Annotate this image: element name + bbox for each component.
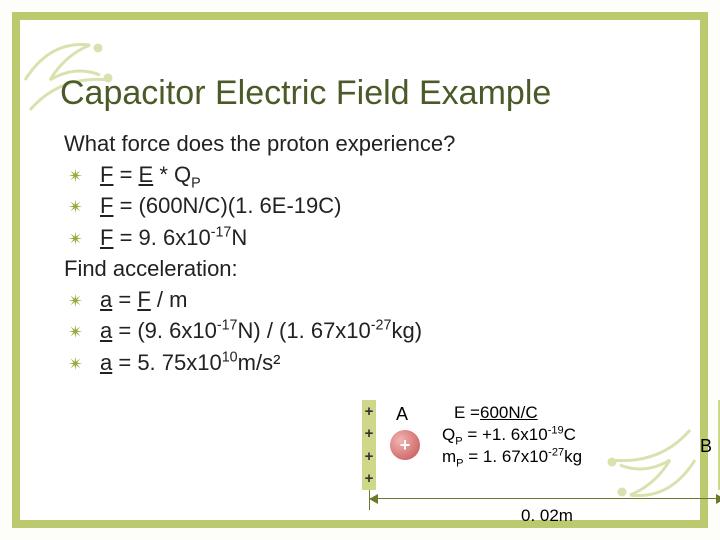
question-2: Find acceleration: [64,253,704,284]
plus-icon: + [365,470,374,487]
bullet-star-icon: ✴ [68,227,86,253]
info-q: QP = +1. 6x10-19C [442,424,582,446]
distance-arrow [369,498,720,499]
bullet-5: ✴ a = (9. 6x10-17N) / (1. 67x10-27kg) [64,315,704,346]
plus-icon: + [365,403,374,420]
bullet-2: ✴ F = (600N/C)(1. 6E-19C) [64,190,704,221]
question-1: What force does the proton experience? [64,128,704,159]
bullet-star-icon: ✴ [68,352,86,378]
bullet-3-text: F = 9. 6x10-17N [100,222,247,253]
bullet-star-icon: ✴ [68,289,86,315]
distance-label: 0. 02m [362,506,720,526]
bullet-4: ✴ a = F / m [64,284,704,315]
bullet-3: ✴ F = 9. 6x10-17N [64,222,704,253]
label-b: B [700,436,712,457]
slide-title: Capacitor Electric Field Example [60,74,700,113]
bullet-6: ✴ a = 5. 75x1010m/s² [64,347,704,378]
bullet-1-text: F = E * QP [100,159,201,190]
bullet-5-text: a = (9. 6x10-17N) / (1. 67x10-27kg) [100,315,422,346]
label-a: A [396,404,408,425]
bullet-star-icon: ✴ [68,195,86,221]
bullet-star-icon: ✴ [68,320,86,346]
bullet-2-text: F = (600N/C)(1. 6E-19C) [100,190,341,221]
bullet-star-icon: ✴ [68,164,86,190]
plus-icon: + [365,425,374,442]
plus-icon: + [365,448,374,465]
slide: Capacitor Electric Field Example What fo… [0,0,720,540]
slide-content: What force does the proton experience? ✴… [64,128,704,378]
info-m: mP = 1. 67x10-27kg [442,446,582,468]
bullet-4-text: a = F / m [100,284,187,315]
bullet-6-text: a = 5. 75x1010m/s² [100,347,280,378]
positive-plate: + + + + [362,400,376,490]
proton-icon: + [390,430,420,460]
slide-border: Capacitor Electric Field Example What fo… [12,12,708,528]
bullet-1: ✴ F = E * QP [64,159,704,190]
info-e: E = 600N/C [442,402,582,424]
diagram-info: E = 600N/C QP = +1. 6x10-19C mP = 1. 67x… [442,402,582,468]
capacitor-diagram: + + + + - - - - A + B E = 600N/C QP = +1… [362,398,720,538]
